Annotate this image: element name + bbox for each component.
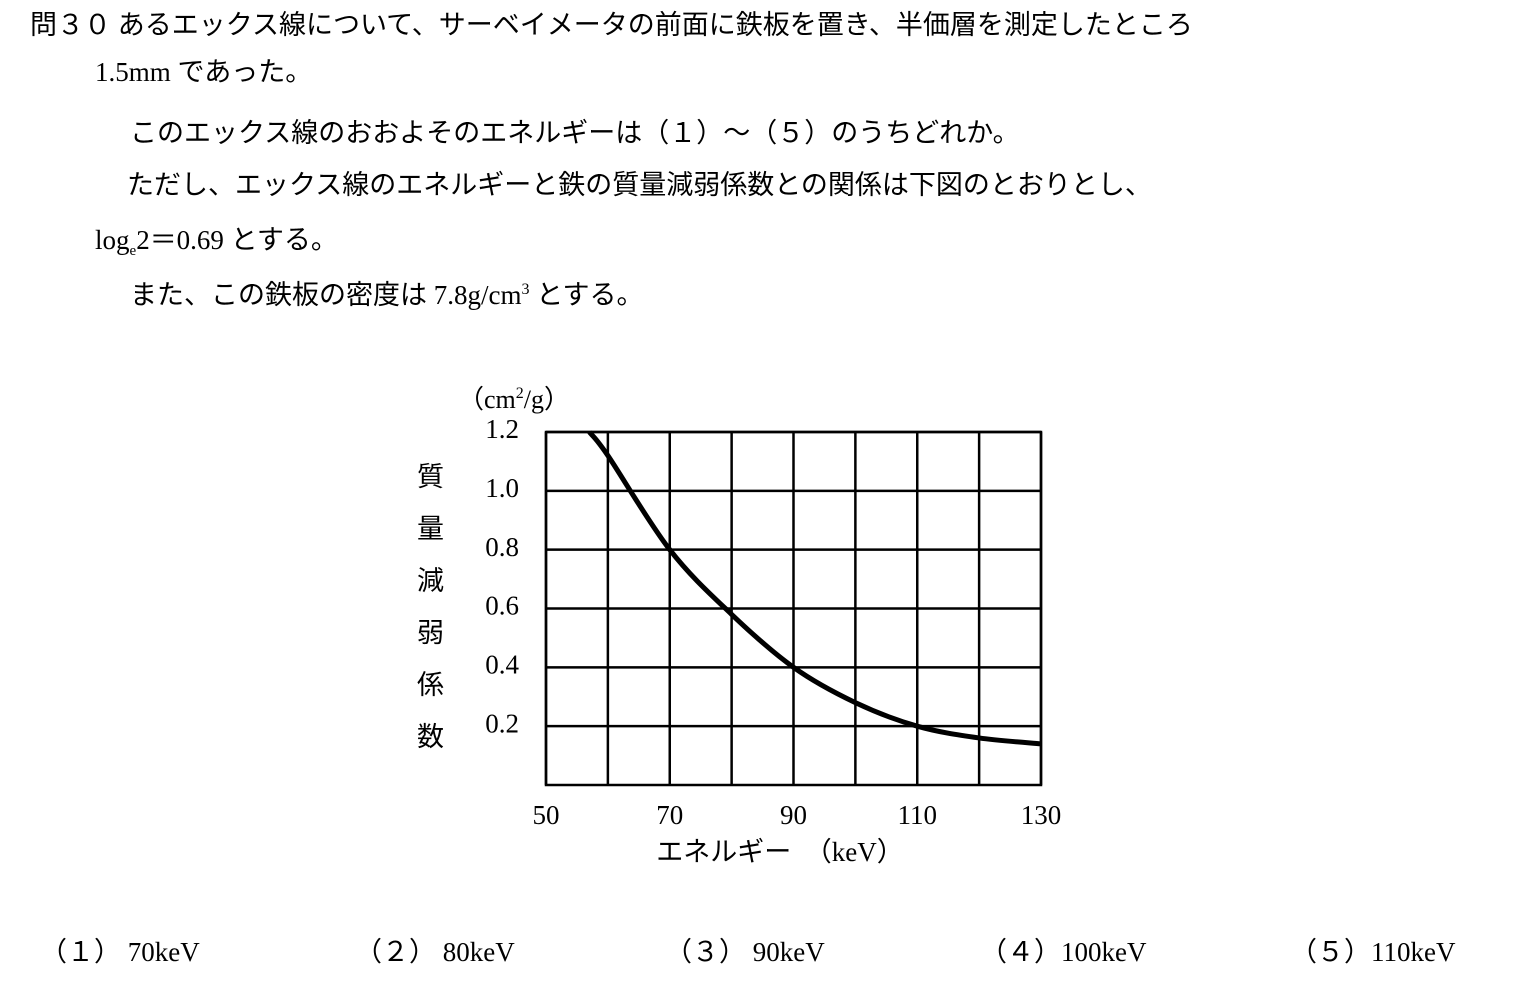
unit-text: （cm (458, 385, 516, 414)
option: （４）100keV (980, 937, 1147, 967)
text-line: 1.5mm であった。 (95, 59, 312, 86)
text-line: loge2＝0.69 とする。 (95, 225, 338, 259)
x-tick-label: 50 (533, 800, 560, 830)
y-tick-label: 0.4 (485, 650, 519, 680)
x-tick-label: 70 (656, 800, 683, 830)
script-text: e (129, 243, 137, 259)
text-part: log (95, 225, 130, 255)
option: （２） 80keV (355, 937, 515, 967)
text-line: 問３０ あるエックス線について、サーベイメータの前面に鉄板を置き、半価層を測定し… (30, 12, 1193, 39)
option: （１） 70keV (40, 937, 200, 967)
x-tick-label: 130 (1021, 800, 1062, 830)
x-tick-label: 110 (898, 800, 938, 830)
text-line: ただし、エックス線のエネルギーと鉄の質量減弱係数との関係は下図のとおりとし、 (127, 172, 1152, 199)
text-part: 2＝0.69 とする。 (136, 225, 338, 255)
text-line: このエックス線のおおよそのエネルギーは（１）～（５）のうちどれか。 (130, 120, 1020, 147)
y-tick-label: 1.2 (485, 414, 519, 444)
unit-sup: 2 (515, 385, 524, 402)
y-tick-label: 1.0 (485, 473, 519, 503)
y-unit: （cm2/g） (458, 379, 570, 416)
y-tick-label: 0.6 (485, 591, 519, 621)
script-text: 3 (521, 281, 530, 298)
plot-frame (544, 430, 1043, 787)
x-tick-label: 90 (780, 800, 807, 830)
y-axis-label: 質量減弱係数 (413, 462, 443, 774)
text-part: また、この鉄板の密度は 7.8g/cm (130, 280, 522, 310)
y-tick-label: 0.2 (485, 708, 519, 738)
text-part: このエックス線のおおよそのエネルギーは（１）～（５）のうちどれか。 (130, 118, 1020, 148)
curve (587, 430, 1042, 747)
text-part: 問３０ あるエックス線について、サーベイメータの前面に鉄板を置き、半価層を測定し… (30, 10, 1193, 40)
text-part: 1.5mm であった。 (95, 57, 313, 87)
text-line: また、この鉄板の密度は 7.8g/cm3 とする。 (130, 282, 643, 309)
x-axis-label: エネルギー （keV） (656, 837, 903, 867)
text-part: とする。 (529, 280, 644, 310)
option: （３） 90keV (665, 937, 825, 967)
option: （５）110keV (1290, 937, 1456, 967)
text-part: ただし、エックス線のエネルギーと鉄の質量減弱係数との関係は下図のとおりとし、 (127, 170, 1152, 200)
unit-text: /g） (523, 385, 570, 414)
y-tick-label: 0.8 (485, 532, 519, 562)
